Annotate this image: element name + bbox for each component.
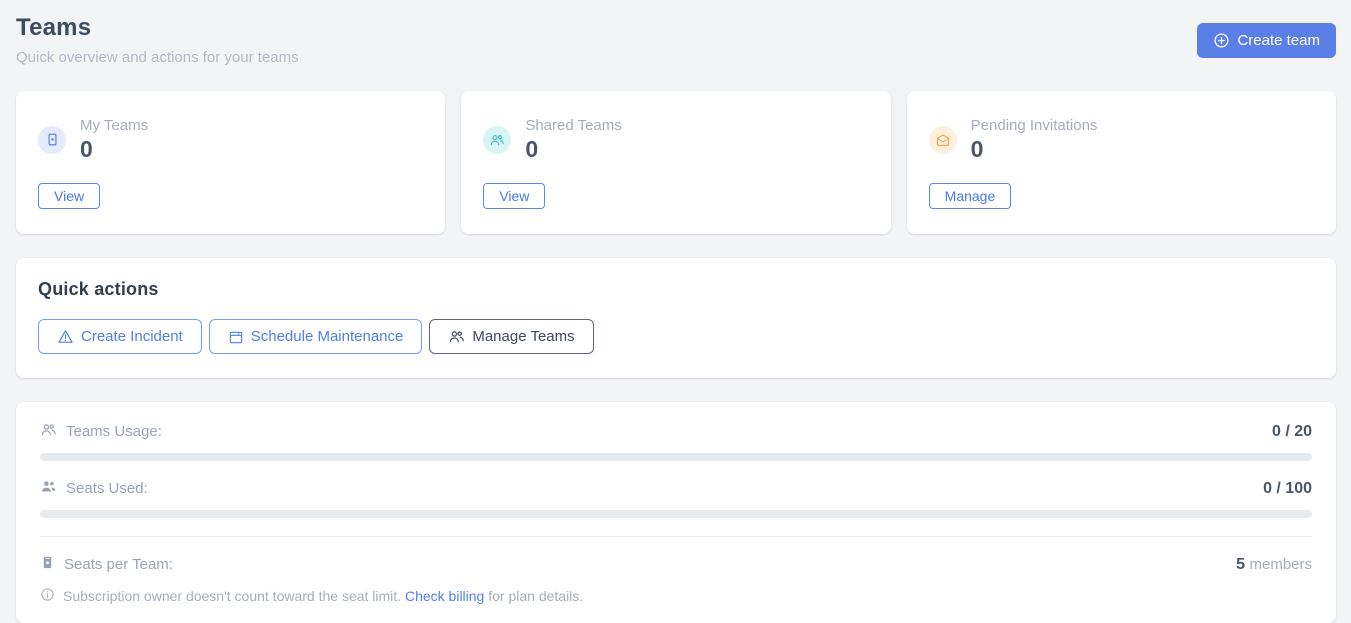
my-teams-card: My Teams 0 View: [16, 91, 446, 234]
people-filled-icon: [40, 478, 57, 499]
seat-limit-note: Subscription owner doesn't count toward …: [40, 587, 1312, 605]
quick-actions-buttons: Create Incident Schedule Maintenance: [38, 319, 1314, 354]
check-billing-link[interactable]: Check billing: [404, 588, 485, 604]
teams-usage-value: 0 / 20: [1271, 422, 1312, 440]
shared-teams-view-button[interactable]: View: [483, 183, 546, 210]
seats-used-progressbar: [40, 510, 1312, 518]
quick-actions-title: Quick actions: [38, 279, 159, 299]
create-incident-button[interactable]: Create Incident: [38, 319, 202, 354]
seats-per-team-row: Seats per Team: 5 members: [40, 555, 1312, 574]
page-header: Teams Quick overview and actions for you…: [16, 14, 1336, 66]
shared-teams-label: Shared Teams: [525, 117, 622, 134]
page-subtitle: Quick overview and actions for your team…: [16, 49, 299, 66]
pending-invitations-value: 0: [970, 136, 984, 162]
page-header-text: Teams Quick overview and actions for you…: [16, 14, 299, 66]
shared-teams-card: Shared Teams 0 View: [461, 91, 891, 234]
people-outline-icon: [40, 421, 57, 442]
mail-open-icon: [928, 125, 957, 154]
stat-cards-row: My Teams 0 View Shared Teams 0 View: [16, 91, 1336, 234]
my-teams-label: My Teams: [80, 117, 149, 134]
people-icon: [448, 328, 465, 345]
quick-actions-panel: Quick actions Create Incident Schedule M…: [16, 258, 1336, 378]
schedule-maintenance-button[interactable]: Schedule Maintenance: [208, 319, 423, 354]
seats-used-value: 0 / 100: [1263, 479, 1312, 497]
seats-per-team-label: Seats per Team:: [64, 556, 173, 573]
create-team-label: Create team: [1237, 32, 1320, 49]
shared-teams-value: 0: [525, 136, 539, 162]
my-teams-view-button[interactable]: View: [38, 183, 101, 210]
warning-triangle-icon: [57, 328, 74, 345]
badge-filled-icon: [40, 555, 55, 574]
usage-divider: [40, 536, 1312, 537]
pending-invitations-manage-button[interactable]: Manage: [928, 183, 1012, 210]
page-title: Teams: [16, 14, 92, 41]
usage-panel: Teams Usage: 0 / 20 Seats Used: 0 / 100: [16, 402, 1336, 623]
calendar-icon: [228, 329, 244, 345]
manage-teams-button[interactable]: Manage Teams: [429, 319, 594, 354]
seats-used-row: Seats Used: 0 / 100: [40, 478, 1312, 499]
pending-invitations-label: Pending Invitations: [970, 117, 1098, 134]
seats-per-team-value: 5 members: [1236, 555, 1312, 573]
teams-usage-label: Teams Usage:: [66, 423, 162, 440]
teams-usage-progressbar: [40, 453, 1312, 461]
people-icon: [483, 125, 512, 154]
badge-icon: [38, 125, 66, 154]
teams-usage-row: Teams Usage: 0 / 20: [40, 421, 1312, 442]
info-circle-icon: [40, 587, 55, 605]
pending-invitations-card: Pending Invitations 0 Manage: [906, 91, 1336, 234]
create-team-button[interactable]: Create team: [1197, 23, 1336, 58]
plus-circle-icon: [1213, 32, 1230, 49]
note-text: Subscription owner doesn't count toward …: [63, 588, 584, 604]
seats-used-label: Seats Used:: [66, 480, 148, 497]
my-teams-value: 0: [80, 136, 93, 162]
